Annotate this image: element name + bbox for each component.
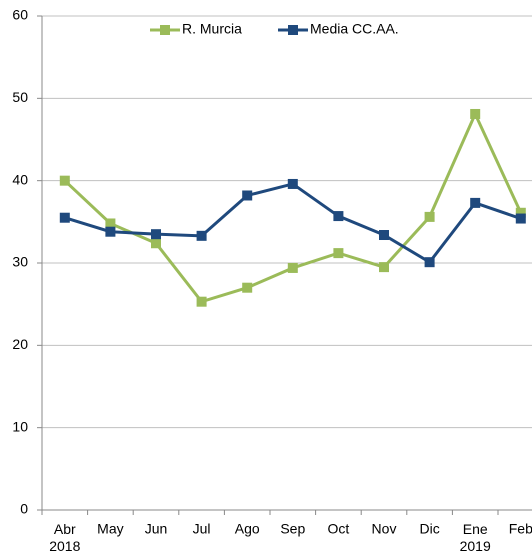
- legend-marker: [288, 25, 298, 35]
- marker: [105, 226, 116, 237]
- legend-label: Media CC.AA.: [310, 21, 399, 37]
- y-tick-label: 0: [20, 501, 28, 517]
- marker: [470, 197, 481, 208]
- y-tick-label: 50: [12, 89, 28, 105]
- x-tick-label: Nov: [372, 521, 397, 537]
- marker: [287, 178, 298, 189]
- marker: [59, 212, 70, 223]
- marker: [196, 230, 207, 241]
- legend-label: R. Murcia: [182, 21, 242, 37]
- x-tick-label: Ago: [235, 521, 260, 537]
- marker: [424, 257, 435, 268]
- x-tick-label: Sep: [280, 521, 305, 537]
- x-tick-label: Feb: [509, 521, 532, 537]
- series-line: [64, 182, 522, 265]
- marker: [196, 296, 207, 307]
- y-tick-label: 20: [12, 336, 28, 352]
- x-tick-label: Oct: [328, 521, 350, 537]
- marker: [424, 211, 435, 222]
- x-tick-label: Ene 2019: [460, 521, 491, 554]
- x-tick-label: Dic: [419, 521, 439, 537]
- x-tick-label: Abr 2018: [49, 521, 80, 554]
- y-tick-label: 30: [12, 254, 28, 270]
- y-tick-label: 40: [12, 171, 28, 187]
- y-tick-label: 60: [12, 7, 28, 23]
- marker: [379, 230, 389, 241]
- legend-marker: [160, 25, 170, 35]
- marker: [59, 175, 70, 186]
- marker: [333, 248, 344, 259]
- marker: [151, 238, 161, 249]
- y-tick-label: 10: [12, 418, 28, 434]
- x-tick-label: May: [97, 521, 123, 537]
- marker: [287, 262, 298, 273]
- marker: [379, 262, 389, 273]
- marker: [242, 190, 253, 201]
- marker: [151, 229, 161, 240]
- series-line: [63, 110, 523, 304]
- marker: [515, 213, 526, 224]
- marker: [515, 207, 526, 218]
- marker: [333, 211, 344, 222]
- x-tick-label: Jul: [193, 521, 211, 537]
- x-tick-label: Jun: [145, 521, 168, 537]
- marker: [470, 108, 481, 119]
- marker: [105, 218, 116, 229]
- marker: [242, 282, 253, 293]
